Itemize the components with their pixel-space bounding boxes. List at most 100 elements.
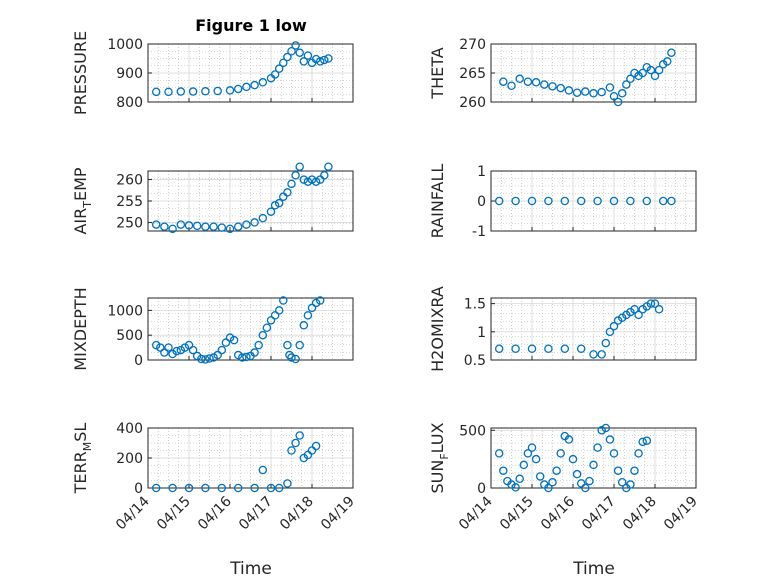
data-point <box>617 477 627 487</box>
y-tick-label: 200 <box>116 451 143 467</box>
data-point <box>589 460 598 470</box>
data-point <box>160 222 169 231</box>
data-point <box>217 345 227 355</box>
data-point <box>151 483 161 493</box>
data-point <box>295 48 304 57</box>
data-point <box>654 305 664 314</box>
data-point <box>494 449 504 458</box>
data-point <box>556 449 565 458</box>
data-point <box>176 87 186 96</box>
data-point <box>589 350 598 359</box>
y-tick-label: 260 <box>459 95 486 111</box>
data-point <box>581 87 590 96</box>
y-axis-label: RAINFALL <box>428 164 447 239</box>
y-axis-label-main: THETA <box>428 47 447 99</box>
data-point <box>283 52 292 62</box>
data-point <box>320 55 329 65</box>
data-point <box>270 311 280 320</box>
x-tick-label: 04/19 <box>318 494 358 534</box>
data-point <box>242 220 251 229</box>
data-point <box>168 483 177 493</box>
data-point <box>507 81 516 91</box>
data-point <box>576 196 586 206</box>
data-point <box>585 476 594 486</box>
data-point <box>291 438 300 448</box>
data-point <box>250 218 259 227</box>
data-point <box>176 220 186 229</box>
data-point <box>311 54 321 64</box>
x-tick-label: 04/17 <box>236 494 276 534</box>
data-point <box>515 474 524 484</box>
data-point <box>597 87 606 97</box>
data-point <box>650 299 660 308</box>
data-point <box>581 483 590 493</box>
y-tick-label: 0.5 <box>464 353 486 369</box>
y-axis-label-main: TERR <box>71 451 90 494</box>
data-point <box>201 222 210 231</box>
data-point <box>258 465 268 475</box>
data-point <box>535 472 545 481</box>
data-point <box>287 446 296 455</box>
data-point <box>320 171 329 180</box>
data-point <box>209 222 218 231</box>
data-point <box>233 222 243 231</box>
x-tick-label: 04/15 <box>497 494 537 534</box>
data-point <box>262 323 272 333</box>
axes-border <box>490 297 697 361</box>
data-point <box>156 343 165 352</box>
data-point <box>258 213 268 223</box>
data-point <box>572 469 582 479</box>
data-point <box>238 353 247 362</box>
data-point <box>663 57 672 66</box>
data-point <box>295 340 304 350</box>
data-point <box>225 333 235 342</box>
data-point <box>197 354 206 364</box>
data-point <box>217 483 227 493</box>
y-tick-label: 265 <box>459 66 486 82</box>
panel-mixdepth: 0 500 1000 MIXDEPTH <box>71 287 354 371</box>
data-point <box>168 224 177 234</box>
x-axis-label-left: Time <box>229 559 272 579</box>
data-point <box>630 305 639 314</box>
panel-terr-msl: 0 200 400 04/14 04/15 04/16 04/17 04/18 04/19 TER… <box>71 421 358 533</box>
y-axis-label: MIXDEPTH <box>71 287 90 370</box>
data-point <box>324 54 333 63</box>
y-axis-label-rest: LUX <box>428 422 447 453</box>
data-point <box>201 355 210 364</box>
data-point <box>201 483 210 493</box>
y-axis-label: H2OMIXRA <box>428 286 447 372</box>
data-point <box>188 87 198 96</box>
data-point <box>564 435 574 444</box>
data-point <box>283 188 292 197</box>
data-point <box>540 80 549 89</box>
x-tick-label: 04/14 <box>113 493 153 533</box>
data-point <box>556 83 565 93</box>
data-point <box>626 196 635 206</box>
data-point <box>242 82 251 92</box>
data-point <box>523 77 533 86</box>
data-point <box>164 343 173 352</box>
data-point <box>609 321 619 331</box>
y-tick-label: 1000 <box>107 303 143 319</box>
data-point <box>311 177 321 186</box>
y-tick-label: 255 <box>116 194 143 210</box>
data-point <box>274 483 284 493</box>
data-point <box>527 196 537 206</box>
y-axis-label: SUNFLUX <box>428 422 451 493</box>
y-tick-label: 1000 <box>107 37 143 53</box>
data-point <box>593 196 602 206</box>
data-point <box>544 196 553 206</box>
data-point <box>266 316 276 325</box>
data-point <box>283 479 292 488</box>
data-point <box>233 84 243 94</box>
data-point <box>188 345 198 355</box>
y-axis-label: AIRTEMP <box>71 167 94 234</box>
data-point <box>634 310 643 320</box>
data-point <box>667 196 676 206</box>
y-axis-label-main: PRESSURE <box>71 31 90 115</box>
data-point <box>221 338 231 347</box>
data-point <box>494 344 504 353</box>
data-point <box>523 449 533 458</box>
data-point <box>544 344 553 353</box>
data-point <box>279 296 288 305</box>
